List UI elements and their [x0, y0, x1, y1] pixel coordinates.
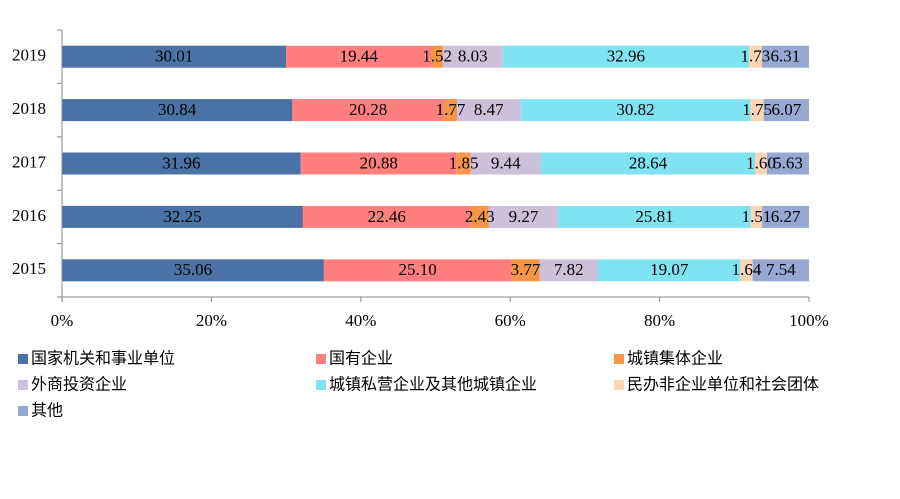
- data-label: 1.52: [422, 47, 452, 66]
- legend-label: 城镇私营企业及其他城镇企业: [329, 375, 537, 394]
- data-label: 19.07: [650, 260, 689, 279]
- data-label: 19.44: [340, 47, 379, 66]
- bar-segment: [323, 259, 512, 282]
- x-tick-label: 40%: [345, 311, 376, 330]
- bar-segment: [520, 99, 751, 122]
- bar-segment: [456, 152, 471, 175]
- bar-segment: [541, 152, 755, 175]
- data-label: 28.64: [629, 153, 668, 172]
- legend-label: 民办非企业单位和社会团体: [627, 375, 819, 394]
- data-label: 3.77: [511, 260, 541, 279]
- data-label: 6.31: [771, 47, 801, 66]
- data-label: 6.27: [771, 207, 801, 226]
- data-label: 20.88: [360, 153, 398, 172]
- data-label: 5.63: [773, 153, 803, 172]
- y-tick-label: 2016: [12, 206, 46, 225]
- bar-segment: [470, 152, 542, 175]
- data-label: 2.43: [465, 207, 495, 226]
- data-label: 30.01: [155, 47, 193, 66]
- x-tick-label: 0%: [51, 311, 74, 330]
- bar-segment: [62, 99, 293, 122]
- data-label: 35.06: [174, 260, 212, 279]
- bar-segment: [752, 259, 809, 282]
- data-label: 20.28: [349, 100, 387, 119]
- x-tick-label: 60%: [495, 311, 526, 330]
- bar-segment: [750, 99, 764, 122]
- data-label: 6.07: [771, 100, 801, 119]
- legend-swatch: [18, 354, 28, 364]
- data-label: 1.64: [732, 260, 762, 279]
- bar-segment: [442, 45, 503, 68]
- bar-segment: [62, 259, 324, 282]
- bar-segment: [62, 205, 303, 228]
- bar-segment: [62, 45, 287, 68]
- data-label: 1.85: [449, 153, 479, 172]
- y-tick-label: 2018: [12, 99, 46, 118]
- bar-segment: [470, 205, 489, 228]
- legend-label: 国有企业: [329, 349, 393, 368]
- bar-segment: [431, 45, 443, 68]
- bar-segment: [766, 152, 809, 175]
- bar-segment: [302, 205, 471, 228]
- legend-swatch: [614, 380, 624, 390]
- data-label: 22.46: [368, 207, 406, 226]
- data-label: 7.82: [554, 260, 584, 279]
- data-label: 9.44: [491, 153, 521, 172]
- data-label: 1.60: [746, 153, 776, 172]
- data-label: 1.77: [436, 100, 466, 119]
- data-label: 30.82: [616, 100, 654, 119]
- data-label: 32.25: [163, 207, 201, 226]
- bar-segment: [740, 259, 753, 282]
- bar-segment: [292, 99, 444, 122]
- bar-segment: [754, 152, 767, 175]
- x-tick-label: 20%: [196, 311, 227, 330]
- legend-swatch: [18, 380, 28, 390]
- data-label: 30.84: [158, 100, 197, 119]
- data-label: 8.03: [458, 47, 488, 66]
- bar-segment: [558, 205, 751, 228]
- data-label: 25.10: [399, 260, 437, 279]
- bar-segment: [457, 99, 521, 122]
- bar-segment: [62, 152, 301, 175]
- data-label: 8.47: [474, 100, 504, 119]
- y-tick-label: 2017: [12, 152, 47, 171]
- data-label: 31.96: [162, 153, 200, 172]
- x-tick-label: 100%: [789, 311, 829, 330]
- bar-segment: [443, 99, 458, 122]
- legend-swatch: [316, 354, 326, 364]
- data-label: 1.51: [742, 207, 772, 226]
- bar-segment: [286, 45, 432, 68]
- legend-swatch: [316, 380, 326, 390]
- bar-segment: [502, 45, 749, 68]
- bar-segment: [597, 259, 741, 282]
- legend-swatch: [614, 354, 624, 364]
- bar-segment: [761, 45, 809, 68]
- bar-segment: [300, 152, 457, 175]
- bar-segment: [748, 45, 762, 68]
- bar-segment: [762, 205, 809, 228]
- bar-segment: [488, 205, 559, 228]
- legend-label: 国家机关和事业单位: [31, 349, 175, 368]
- data-label: 1.73: [741, 47, 771, 66]
- legend-swatch: [18, 406, 28, 416]
- data-label: 25.81: [635, 207, 673, 226]
- legend-label: 城镇集体企业: [627, 349, 723, 368]
- bar-segment: [511, 259, 540, 282]
- bar-segment: [763, 99, 809, 122]
- y-tick-label: 2015: [12, 259, 46, 278]
- data-label: 32.96: [607, 47, 645, 66]
- x-tick-label: 80%: [644, 311, 675, 330]
- y-tick-label: 2019: [12, 46, 46, 65]
- bar-segment: [750, 205, 763, 228]
- legend-label: 其他: [31, 401, 63, 420]
- legend-label: 外商投资企业: [31, 375, 127, 394]
- bar-segment: [539, 259, 598, 282]
- data-label: 9.27: [509, 207, 539, 226]
- data-label: 7.54: [766, 260, 796, 279]
- data-label: 1.75: [742, 100, 772, 119]
